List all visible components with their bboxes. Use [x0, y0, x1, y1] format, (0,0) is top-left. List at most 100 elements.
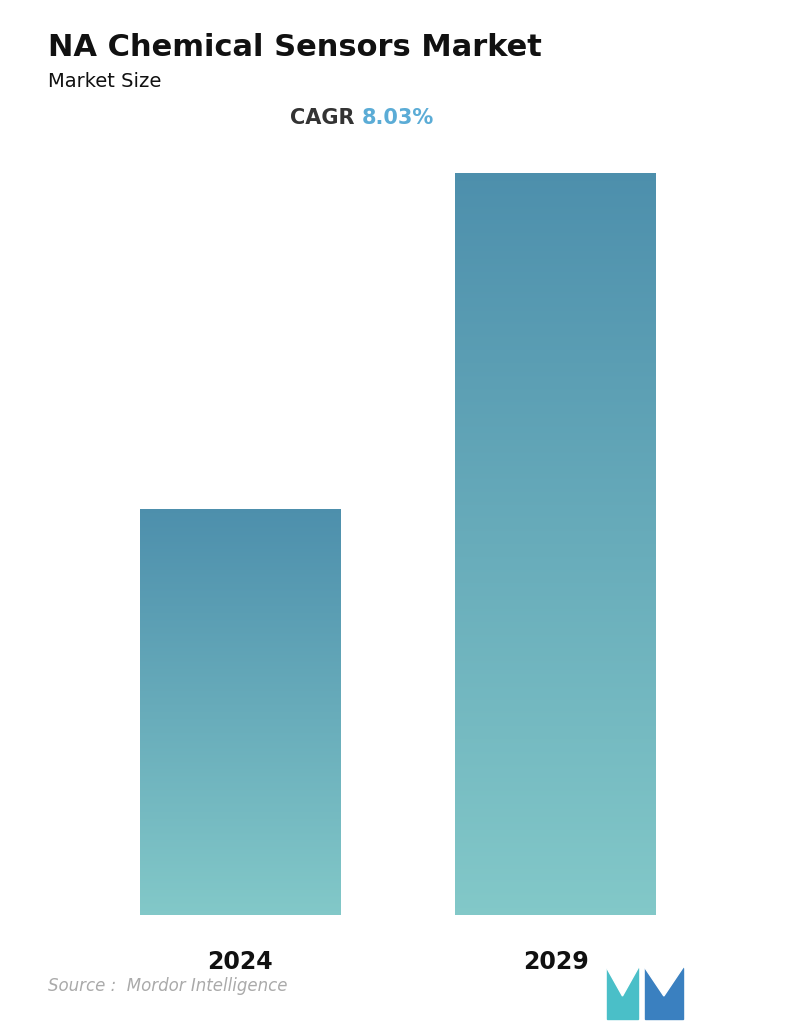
Bar	[140, 630, 341, 631]
Bar	[455, 709, 656, 711]
Bar	[140, 513, 341, 514]
Bar	[455, 681, 656, 683]
Bar	[455, 618, 656, 620]
Bar	[140, 570, 341, 571]
Bar	[455, 403, 656, 405]
Bar	[140, 752, 341, 753]
Bar	[140, 590, 341, 591]
Bar	[455, 719, 656, 721]
Bar	[455, 835, 656, 838]
Bar	[140, 871, 341, 873]
Bar	[455, 467, 656, 470]
Bar	[455, 558, 656, 561]
Bar	[455, 666, 656, 669]
Bar	[140, 664, 341, 666]
Bar	[140, 741, 341, 742]
Bar	[455, 231, 656, 233]
Bar	[455, 494, 656, 496]
Bar	[455, 796, 656, 798]
Bar	[455, 592, 656, 595]
Bar	[455, 229, 656, 231]
Bar	[455, 798, 656, 800]
Bar	[455, 616, 656, 618]
Bar	[140, 626, 341, 627]
Bar	[140, 585, 341, 586]
Bar	[140, 592, 341, 595]
Bar	[455, 722, 656, 724]
Bar	[140, 605, 341, 607]
Bar	[140, 801, 341, 802]
Bar	[455, 184, 656, 186]
Bar	[455, 906, 656, 908]
Bar	[455, 369, 656, 372]
Bar	[455, 778, 656, 780]
Bar	[455, 523, 656, 525]
Bar	[140, 634, 341, 635]
Bar	[140, 674, 341, 675]
Bar	[140, 542, 341, 544]
Bar	[140, 582, 341, 583]
Bar	[140, 914, 341, 915]
Bar	[140, 587, 341, 588]
Bar	[140, 837, 341, 838]
Bar	[140, 689, 341, 690]
Bar	[455, 394, 656, 396]
Bar	[455, 551, 656, 553]
Bar	[455, 388, 656, 391]
Bar	[140, 838, 341, 839]
Bar	[140, 656, 341, 658]
Bar	[140, 896, 341, 898]
Bar	[140, 620, 341, 621]
Bar	[140, 884, 341, 886]
Bar	[140, 742, 341, 743]
Bar	[455, 280, 656, 283]
Bar	[455, 665, 656, 667]
Bar	[140, 614, 341, 615]
Bar	[140, 893, 341, 894]
Bar	[140, 798, 341, 799]
Bar	[140, 645, 341, 646]
Bar	[455, 600, 656, 602]
Bar	[455, 813, 656, 815]
Bar	[455, 881, 656, 884]
Bar	[140, 555, 341, 557]
Bar	[455, 175, 656, 177]
Bar	[140, 527, 341, 528]
Bar	[140, 560, 341, 561]
Bar	[140, 864, 341, 865]
Bar	[455, 904, 656, 906]
Bar	[140, 568, 341, 569]
Bar	[140, 874, 341, 876]
Bar	[455, 809, 656, 812]
Bar	[140, 890, 341, 891]
Bar	[140, 615, 341, 616]
Bar	[140, 541, 341, 543]
Bar	[140, 815, 341, 817]
Bar	[140, 697, 341, 698]
Bar	[455, 909, 656, 911]
Bar	[455, 173, 656, 176]
Bar	[455, 277, 656, 279]
Bar	[455, 387, 656, 389]
Bar	[455, 621, 656, 624]
Bar	[455, 434, 656, 436]
Bar	[140, 722, 341, 723]
Bar	[140, 607, 341, 609]
Bar	[140, 720, 341, 722]
Bar	[455, 325, 656, 328]
Bar	[140, 891, 341, 892]
Bar	[140, 707, 341, 709]
Bar	[455, 240, 656, 242]
Bar	[455, 866, 656, 869]
Bar	[455, 378, 656, 382]
Bar	[140, 682, 341, 683]
Bar	[455, 553, 656, 555]
Bar	[140, 821, 341, 823]
Bar	[455, 729, 656, 731]
Bar	[455, 414, 656, 417]
Bar	[455, 898, 656, 901]
Bar	[140, 816, 341, 818]
Bar	[140, 521, 341, 522]
Bar	[140, 523, 341, 524]
Text: 8.03%: 8.03%	[362, 108, 435, 127]
